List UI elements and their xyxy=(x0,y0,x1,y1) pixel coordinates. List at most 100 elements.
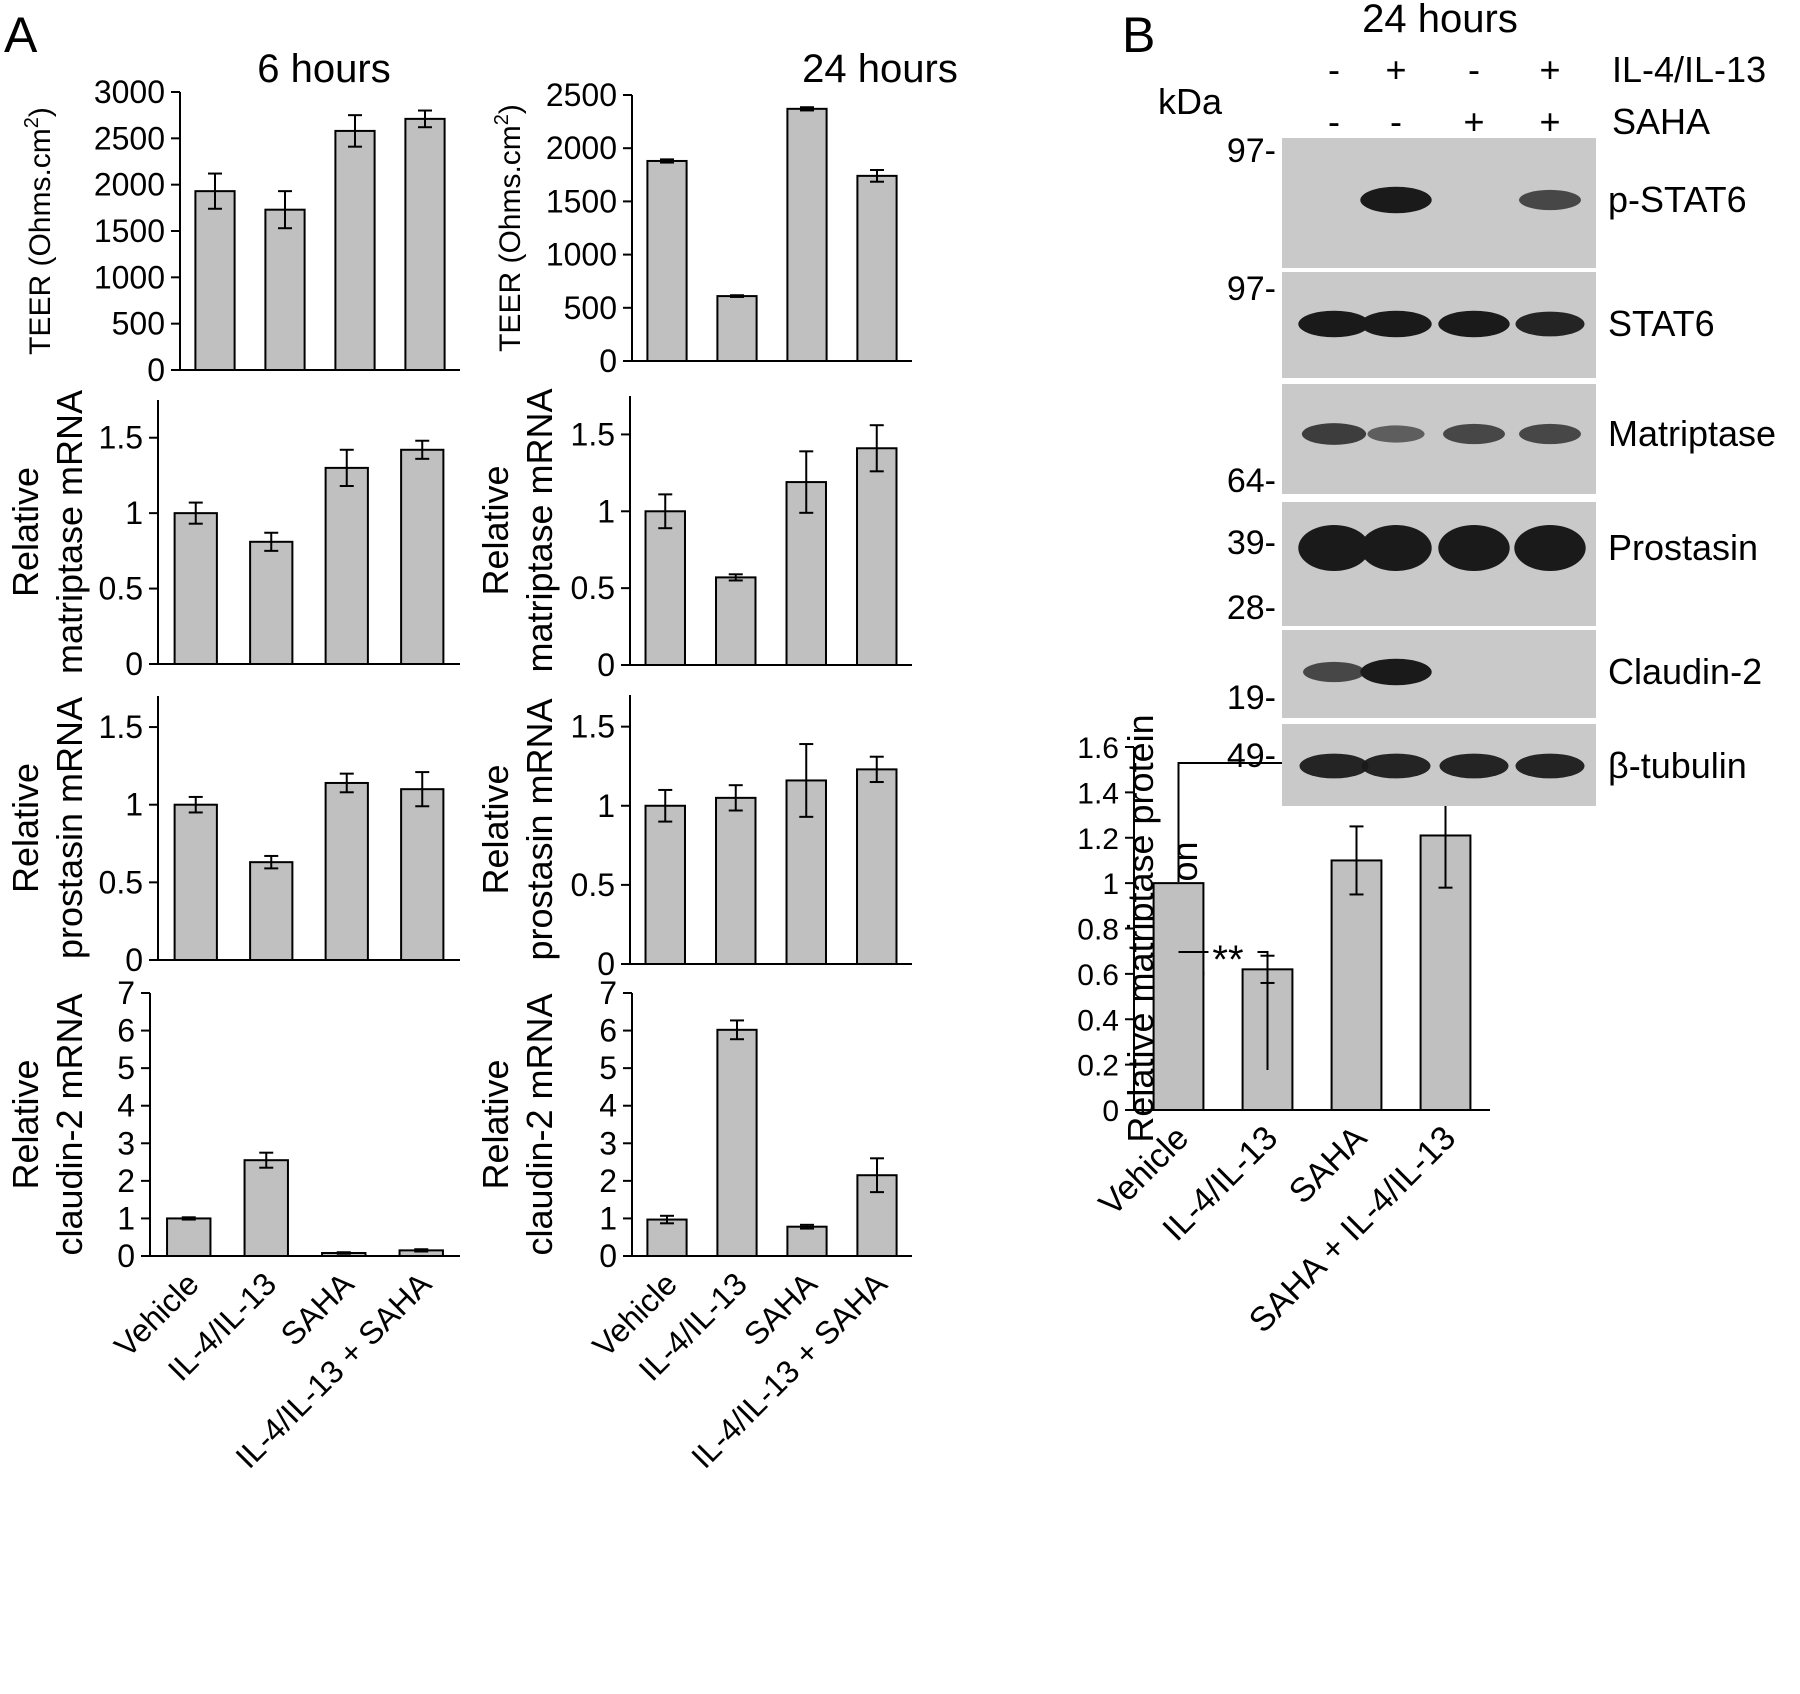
y-tick-label: 2 xyxy=(599,1163,617,1199)
y-tick-label: 0 xyxy=(599,343,617,379)
bar xyxy=(264,208,306,371)
y-tick-label: 2000 xyxy=(546,130,617,166)
blot-strip-3: Prostasin 39- 28- xyxy=(1227,502,1758,627)
bar xyxy=(856,174,898,362)
y-tick-label: 0 xyxy=(117,1238,135,1274)
treatment-sign: - xyxy=(1328,101,1340,142)
blot-band xyxy=(1515,753,1585,779)
y-axis-label: Relative xyxy=(5,467,46,597)
sig-bracket xyxy=(1177,762,1329,882)
bar xyxy=(646,1218,688,1257)
blot-band xyxy=(1367,425,1425,443)
y-tick-label: 0.2 xyxy=(1077,1050,1119,1083)
y-tick-label: 1.6 xyxy=(1077,732,1119,765)
bar xyxy=(249,540,294,666)
col-6h-title: 6 hours xyxy=(257,47,390,91)
y-tick-label: 0.5 xyxy=(571,867,615,903)
y-tick-label: 5 xyxy=(599,1050,617,1086)
y-tick-label: 6 xyxy=(599,1013,617,1049)
blot-strip-5: β-tubulin 49- xyxy=(1227,724,1747,806)
bar xyxy=(194,190,236,371)
y-tick-label: 0 xyxy=(147,352,165,388)
chart-2: 0 0.5 1 1.5 Relative matriptase mRNA xyxy=(5,390,460,682)
y-tick-label: 0 xyxy=(1102,1095,1119,1128)
bar xyxy=(786,1225,828,1258)
y-tick-label: 3000 xyxy=(94,74,165,110)
y-tick-label: 1 xyxy=(117,1200,135,1236)
y-axis-label: TEER (Ohms.cm2) xyxy=(491,104,527,352)
y-tick-label: 0.4 xyxy=(1077,1004,1119,1037)
bar xyxy=(243,1159,289,1258)
blot-band xyxy=(1360,186,1432,214)
y-tick-label: 0.5 xyxy=(99,571,143,607)
blot-strip-1: STAT6 97- xyxy=(1227,270,1715,378)
y-axis-label-part: TEER (Ohms.cm xyxy=(24,128,57,355)
bar xyxy=(404,117,446,371)
blot-label: Matriptase xyxy=(1608,413,1776,454)
y-tick-label: 0 xyxy=(597,647,615,683)
treatment-sign: - xyxy=(1390,101,1402,142)
blot-band xyxy=(1443,423,1505,445)
y-axis-label: prostasin mRNA xyxy=(519,698,560,960)
kda-marker: 97- xyxy=(1227,132,1276,170)
y-tick-label: 2500 xyxy=(94,120,165,156)
treatment-sign: + xyxy=(1539,101,1560,142)
y-axis-label-part: ) xyxy=(24,107,57,117)
blot-band xyxy=(1298,525,1370,571)
y-axis-label: Relative xyxy=(475,1059,516,1189)
blot-band xyxy=(1360,658,1432,686)
chart-0: 0 500 1000 1500 2000 2500 3000 TEER (Ohms.cm2) xyxy=(21,74,460,388)
y-axis-label: Relative xyxy=(475,764,516,894)
y-tick-label: 1 xyxy=(597,493,615,529)
y-axis-label: Relative xyxy=(475,465,516,595)
blot-label: STAT6 xyxy=(1608,303,1715,344)
blot-band xyxy=(1303,661,1365,683)
kda-marker: 49- xyxy=(1227,737,1276,775)
y-tick-label: 4 xyxy=(117,1088,135,1124)
y-tick-label: 2000 xyxy=(94,167,165,203)
bar xyxy=(173,512,218,666)
y-tick-label: 1 xyxy=(599,1200,617,1236)
blot-band xyxy=(1519,189,1581,211)
bar xyxy=(856,447,898,666)
y-tick-label: 1.5 xyxy=(571,416,615,452)
bar xyxy=(249,861,294,962)
col-24h-title: 24 hours xyxy=(802,47,958,91)
y-tick-label: 1.5 xyxy=(99,420,143,456)
blot-strip-4: Claudin-2 19- xyxy=(1227,630,1762,718)
blot-label: p-STAT6 xyxy=(1608,179,1747,220)
y-axis-label: claudin-2 mRNA xyxy=(49,993,90,1255)
treatment-label: IL-4/IL-13 xyxy=(1612,49,1766,90)
chart-3: 0 0.5 1 1.5 Relative matriptase mRNA xyxy=(475,388,912,683)
bar xyxy=(400,788,445,961)
blot-band xyxy=(1299,753,1369,779)
y-tick-label: 1.2 xyxy=(1077,823,1119,856)
y-tick-label: 1.5 xyxy=(99,709,143,745)
y-tick-label: 500 xyxy=(564,290,617,326)
blot-band xyxy=(1519,423,1581,445)
treatment-sign: - xyxy=(1468,49,1480,90)
y-tick-label: 5 xyxy=(117,1050,135,1086)
y-axis-label: Relative xyxy=(5,1059,46,1189)
bar xyxy=(334,129,376,371)
sig-bracket xyxy=(1257,951,1269,1070)
blot-band xyxy=(1298,310,1370,338)
y-tick-label: 0.5 xyxy=(99,864,143,900)
y-axis-label: Relative xyxy=(5,763,46,893)
y-tick-label: 3 xyxy=(117,1125,135,1161)
blot-band xyxy=(1360,525,1432,571)
bar xyxy=(166,1217,212,1258)
bar xyxy=(1330,859,1383,1111)
y-tick-label: 1 xyxy=(125,495,143,531)
y-tick-label: 7 xyxy=(117,975,135,1011)
y-tick-label: 2 xyxy=(117,1163,135,1199)
kda-marker: 28- xyxy=(1227,589,1276,627)
y-tick-label: 0.6 xyxy=(1077,959,1119,992)
blot-label: Claudin-2 xyxy=(1608,651,1762,692)
y-tick-label: 1.4 xyxy=(1077,777,1119,810)
treatment-sign: + xyxy=(1463,101,1484,142)
y-tick-label: 1 xyxy=(125,787,143,823)
panel-a-label: A xyxy=(4,7,38,63)
